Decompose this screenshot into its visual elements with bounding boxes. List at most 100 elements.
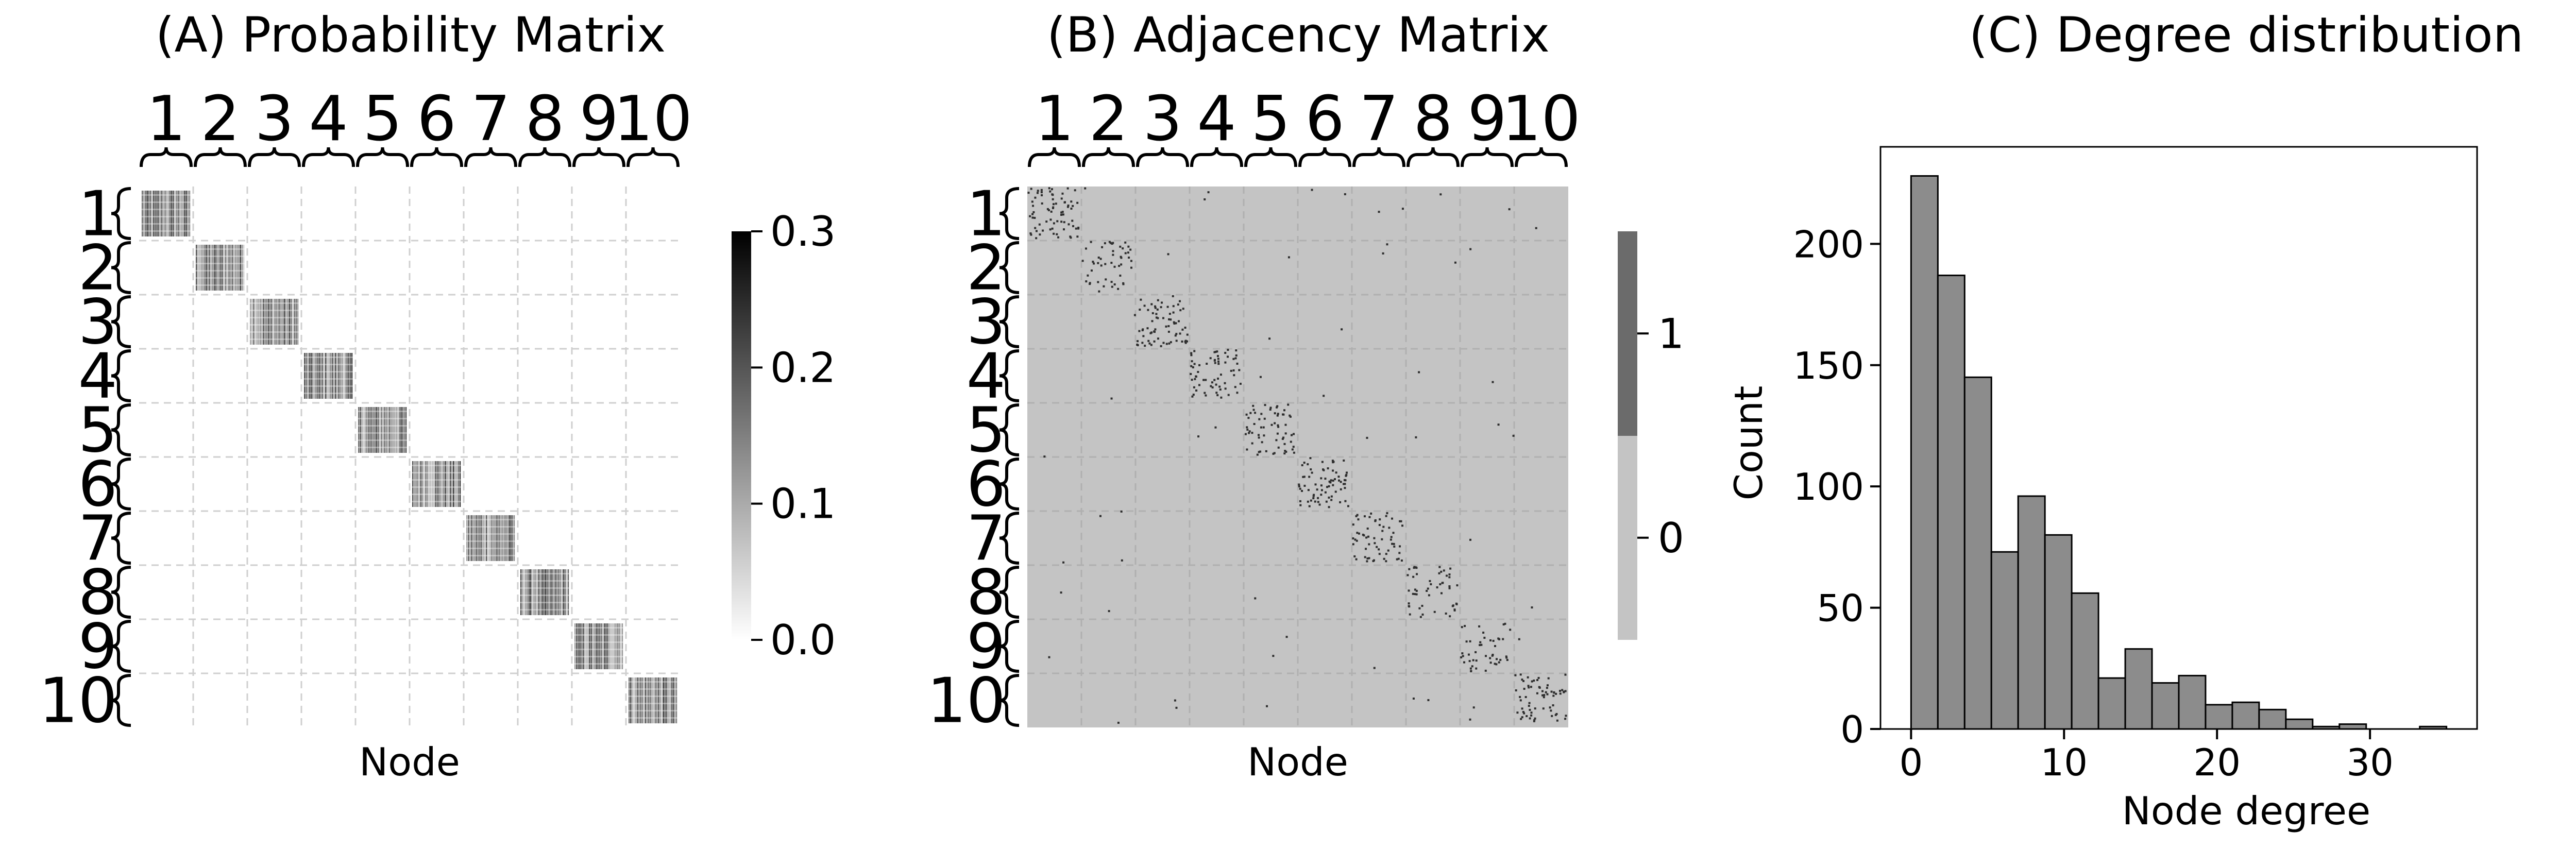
edge-cell — [1167, 330, 1170, 333]
edge-cell — [1213, 379, 1216, 381]
edge-cell — [1448, 585, 1451, 588]
edge-cell — [1030, 188, 1032, 190]
edge-cell — [1274, 422, 1276, 425]
probability-cell — [466, 548, 515, 549]
top-brace — [1190, 147, 1243, 167]
edge-cell — [1259, 450, 1262, 453]
probability-matrix-column-labels: 1 2 3 4 5 6 7 8 9 10 — [146, 83, 692, 155]
edge-cell — [1069, 235, 1072, 238]
left-brace — [111, 512, 131, 565]
probability-cell — [466, 526, 515, 528]
edge-cell — [1056, 220, 1059, 223]
edge-cell — [1549, 706, 1551, 709]
edge-cell — [1027, 192, 1030, 194]
probability-cell — [574, 641, 623, 643]
edge-cell — [1030, 233, 1032, 236]
probability-cell — [142, 216, 191, 217]
edge-cell — [1275, 439, 1278, 442]
probability-cell — [304, 385, 353, 387]
edge-cell — [1089, 282, 1091, 284]
probability-cell — [563, 569, 564, 615]
adjacency-colorbar-low — [1618, 435, 1637, 640]
probability-cell — [358, 432, 407, 434]
edge-cell — [1307, 500, 1309, 503]
probability-cell — [669, 677, 671, 723]
edge-cell — [1060, 591, 1062, 594]
edge-cell — [1137, 344, 1139, 346]
edge-cell — [1514, 674, 1517, 676]
probability-cell — [196, 256, 245, 257]
edge-cell — [1293, 451, 1295, 454]
edge-cell — [1277, 426, 1280, 428]
probability-cell — [187, 191, 189, 236]
edge-cell — [1527, 685, 1530, 687]
probability-cell — [343, 353, 345, 399]
probability-cell — [505, 515, 507, 561]
edge-cell — [1415, 589, 1418, 592]
probability-cell — [489, 515, 490, 561]
probability-cell — [629, 696, 677, 697]
edge-cell — [1494, 645, 1496, 648]
edge-cell — [1033, 216, 1036, 219]
probability-cell — [629, 688, 677, 690]
edge-cell — [1127, 245, 1130, 248]
edge-cell — [1049, 228, 1052, 231]
edge-cell — [1308, 476, 1311, 478]
edge-cell — [1387, 549, 1389, 552]
edge-cell — [1352, 537, 1354, 540]
edge-cell — [1523, 712, 1526, 715]
edge-cell — [1177, 320, 1180, 323]
edge-cell — [1456, 584, 1459, 587]
probability-cell — [206, 245, 207, 291]
edge-cell — [1498, 661, 1500, 664]
probability-cell — [621, 623, 623, 669]
probability-cell — [142, 201, 191, 203]
edge-cell — [1303, 462, 1306, 464]
probability-cell — [629, 703, 677, 704]
probability-cell — [304, 364, 353, 365]
left-brace — [999, 403, 1020, 456]
colorbar-tick-label: 0 — [1658, 514, 1684, 562]
edge-cell — [1224, 382, 1226, 384]
edge-cell — [1352, 543, 1354, 546]
edge-cell — [1436, 586, 1438, 589]
edge-cell — [1118, 265, 1121, 267]
probability-cell — [145, 191, 146, 236]
probability-cell — [235, 245, 236, 291]
block-label: 9 — [579, 83, 618, 155]
edge-cell — [1478, 625, 1481, 627]
probability-cell — [438, 461, 440, 507]
probability-cell — [486, 515, 487, 561]
edge-cell — [1051, 193, 1054, 196]
probability-cell — [182, 191, 184, 236]
edge-cell — [1195, 375, 1197, 378]
edge-cell — [1484, 669, 1487, 672]
edge-cell — [1246, 426, 1248, 429]
edge-cell — [1379, 518, 1381, 521]
left-brace — [999, 674, 1020, 727]
edge-cell — [1172, 311, 1175, 314]
probability-cell — [574, 663, 623, 665]
edge-cell — [1101, 246, 1104, 248]
degree-distribution-panel: (C) Degree distribution 0 10 20 30 0 50 … — [1726, 7, 2523, 834]
edge-cell — [1475, 659, 1478, 662]
probability-cell — [177, 191, 179, 236]
probability-cell — [412, 486, 461, 488]
adjacency-matrix-left-braces — [999, 187, 1020, 727]
left-brace — [111, 241, 131, 294]
probability-cell — [567, 569, 569, 615]
edge-cell — [1142, 335, 1145, 337]
edge-cell — [1246, 428, 1249, 431]
edge-cell — [1035, 230, 1038, 232]
edge-cell — [1224, 387, 1227, 390]
probability-cell — [674, 677, 676, 723]
edge-cell — [1421, 613, 1424, 616]
edge-cell — [1390, 536, 1393, 538]
probability-cell — [456, 461, 457, 507]
edge-cell — [1167, 325, 1170, 327]
top-brace — [302, 147, 355, 167]
probability-cell — [561, 569, 563, 615]
edge-cell — [1489, 657, 1492, 659]
top-brace — [248, 147, 301, 167]
probability-cell — [142, 194, 191, 196]
